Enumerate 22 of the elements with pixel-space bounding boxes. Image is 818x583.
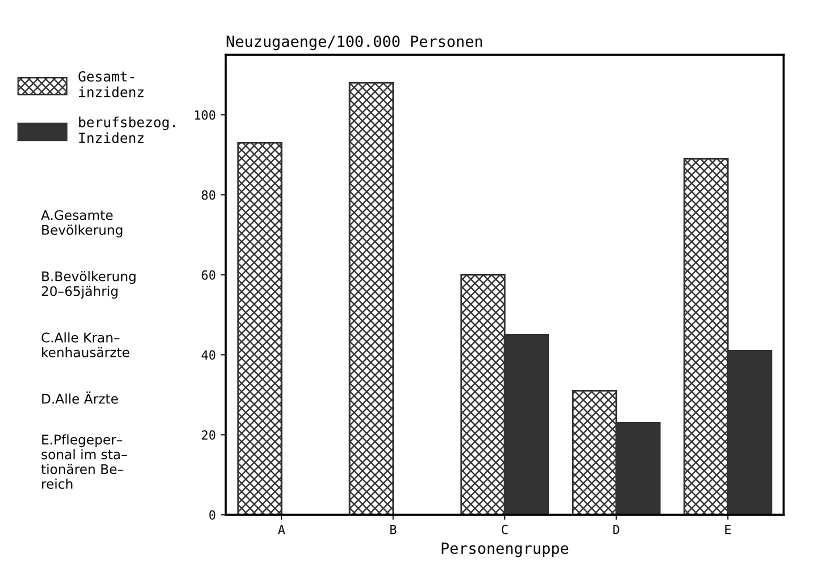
y-tick-label: 0	[209, 510, 216, 520]
y-tick-label: 20	[202, 430, 216, 440]
bar	[237, 142, 282, 515]
y-tick-label: 60	[202, 270, 216, 280]
x-tick-label: C	[502, 524, 508, 534]
legend-label: Gesamt- inzidenz	[78, 71, 144, 98]
y-axis-title: Neuzugaenge/100.000 Personen	[226, 36, 482, 50]
x-tick-label: B	[390, 524, 396, 534]
text: B.Bevölkerung 20–65jährig	[42, 271, 136, 299]
y-tick-label: 100	[194, 110, 216, 120]
legend-label: berufsbezog. Inzidenz	[79, 116, 175, 144]
bar	[348, 82, 394, 515]
x-tick-label: E	[725, 524, 731, 534]
x-axis-title: Personengruppe	[442, 542, 568, 558]
text: C.Alle Kran– kenhausärzte	[42, 332, 130, 358]
x-tick-label: D	[613, 524, 620, 534]
text: E.Pflegeper– sonal im sta– tionären Be– reich	[41, 434, 127, 489]
x-tick-label: A	[278, 524, 286, 534]
y-tick-label: 80	[202, 190, 216, 200]
text: D.Alle Ärzte	[42, 392, 118, 404]
y-tick-label: 40	[202, 350, 216, 360]
text: A.Gesamte Bevölkerung	[41, 210, 122, 238]
